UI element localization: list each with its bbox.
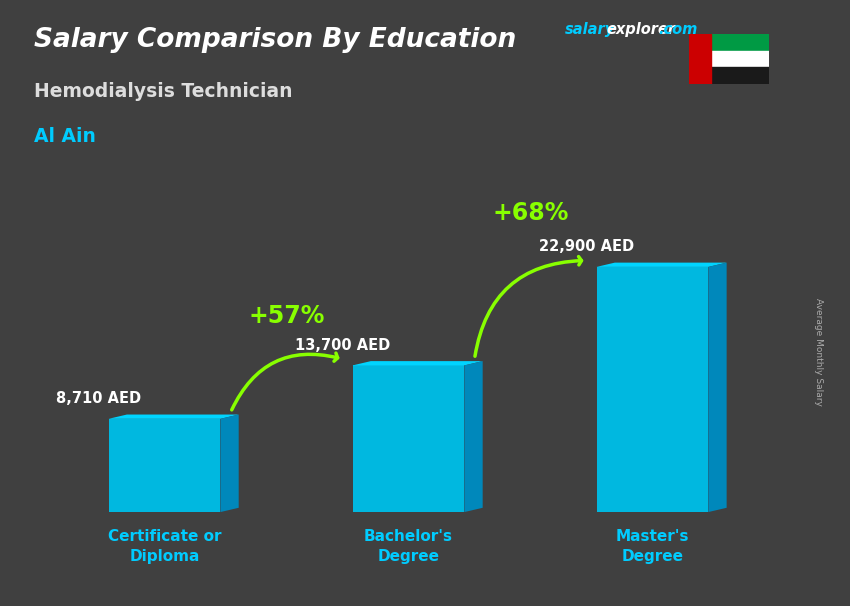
Polygon shape	[597, 262, 727, 267]
Polygon shape	[708, 262, 727, 512]
Polygon shape	[353, 361, 483, 365]
Bar	[688, 67, 769, 84]
Text: .com: .com	[659, 22, 698, 38]
Text: explorer: explorer	[606, 22, 675, 38]
Text: 13,700 AED: 13,700 AED	[295, 338, 390, 353]
Bar	[688, 34, 769, 50]
Text: Average Monthly Salary: Average Monthly Salary	[813, 298, 823, 405]
Text: 22,900 AED: 22,900 AED	[539, 239, 634, 254]
Text: Hemodialysis Technician: Hemodialysis Technician	[34, 82, 292, 101]
Bar	[597, 267, 708, 512]
Text: Salary Comparison By Education: Salary Comparison By Education	[34, 27, 516, 53]
Text: salary: salary	[565, 22, 615, 38]
Polygon shape	[464, 361, 483, 512]
Text: +68%: +68%	[492, 201, 569, 225]
Text: 8,710 AED: 8,710 AED	[56, 391, 141, 406]
Bar	[688, 34, 711, 84]
Text: +57%: +57%	[248, 304, 325, 328]
Bar	[353, 365, 464, 512]
Polygon shape	[109, 415, 239, 419]
Bar	[109, 419, 220, 512]
Bar	[688, 50, 769, 67]
Polygon shape	[220, 415, 239, 512]
Text: Al Ain: Al Ain	[34, 127, 96, 146]
